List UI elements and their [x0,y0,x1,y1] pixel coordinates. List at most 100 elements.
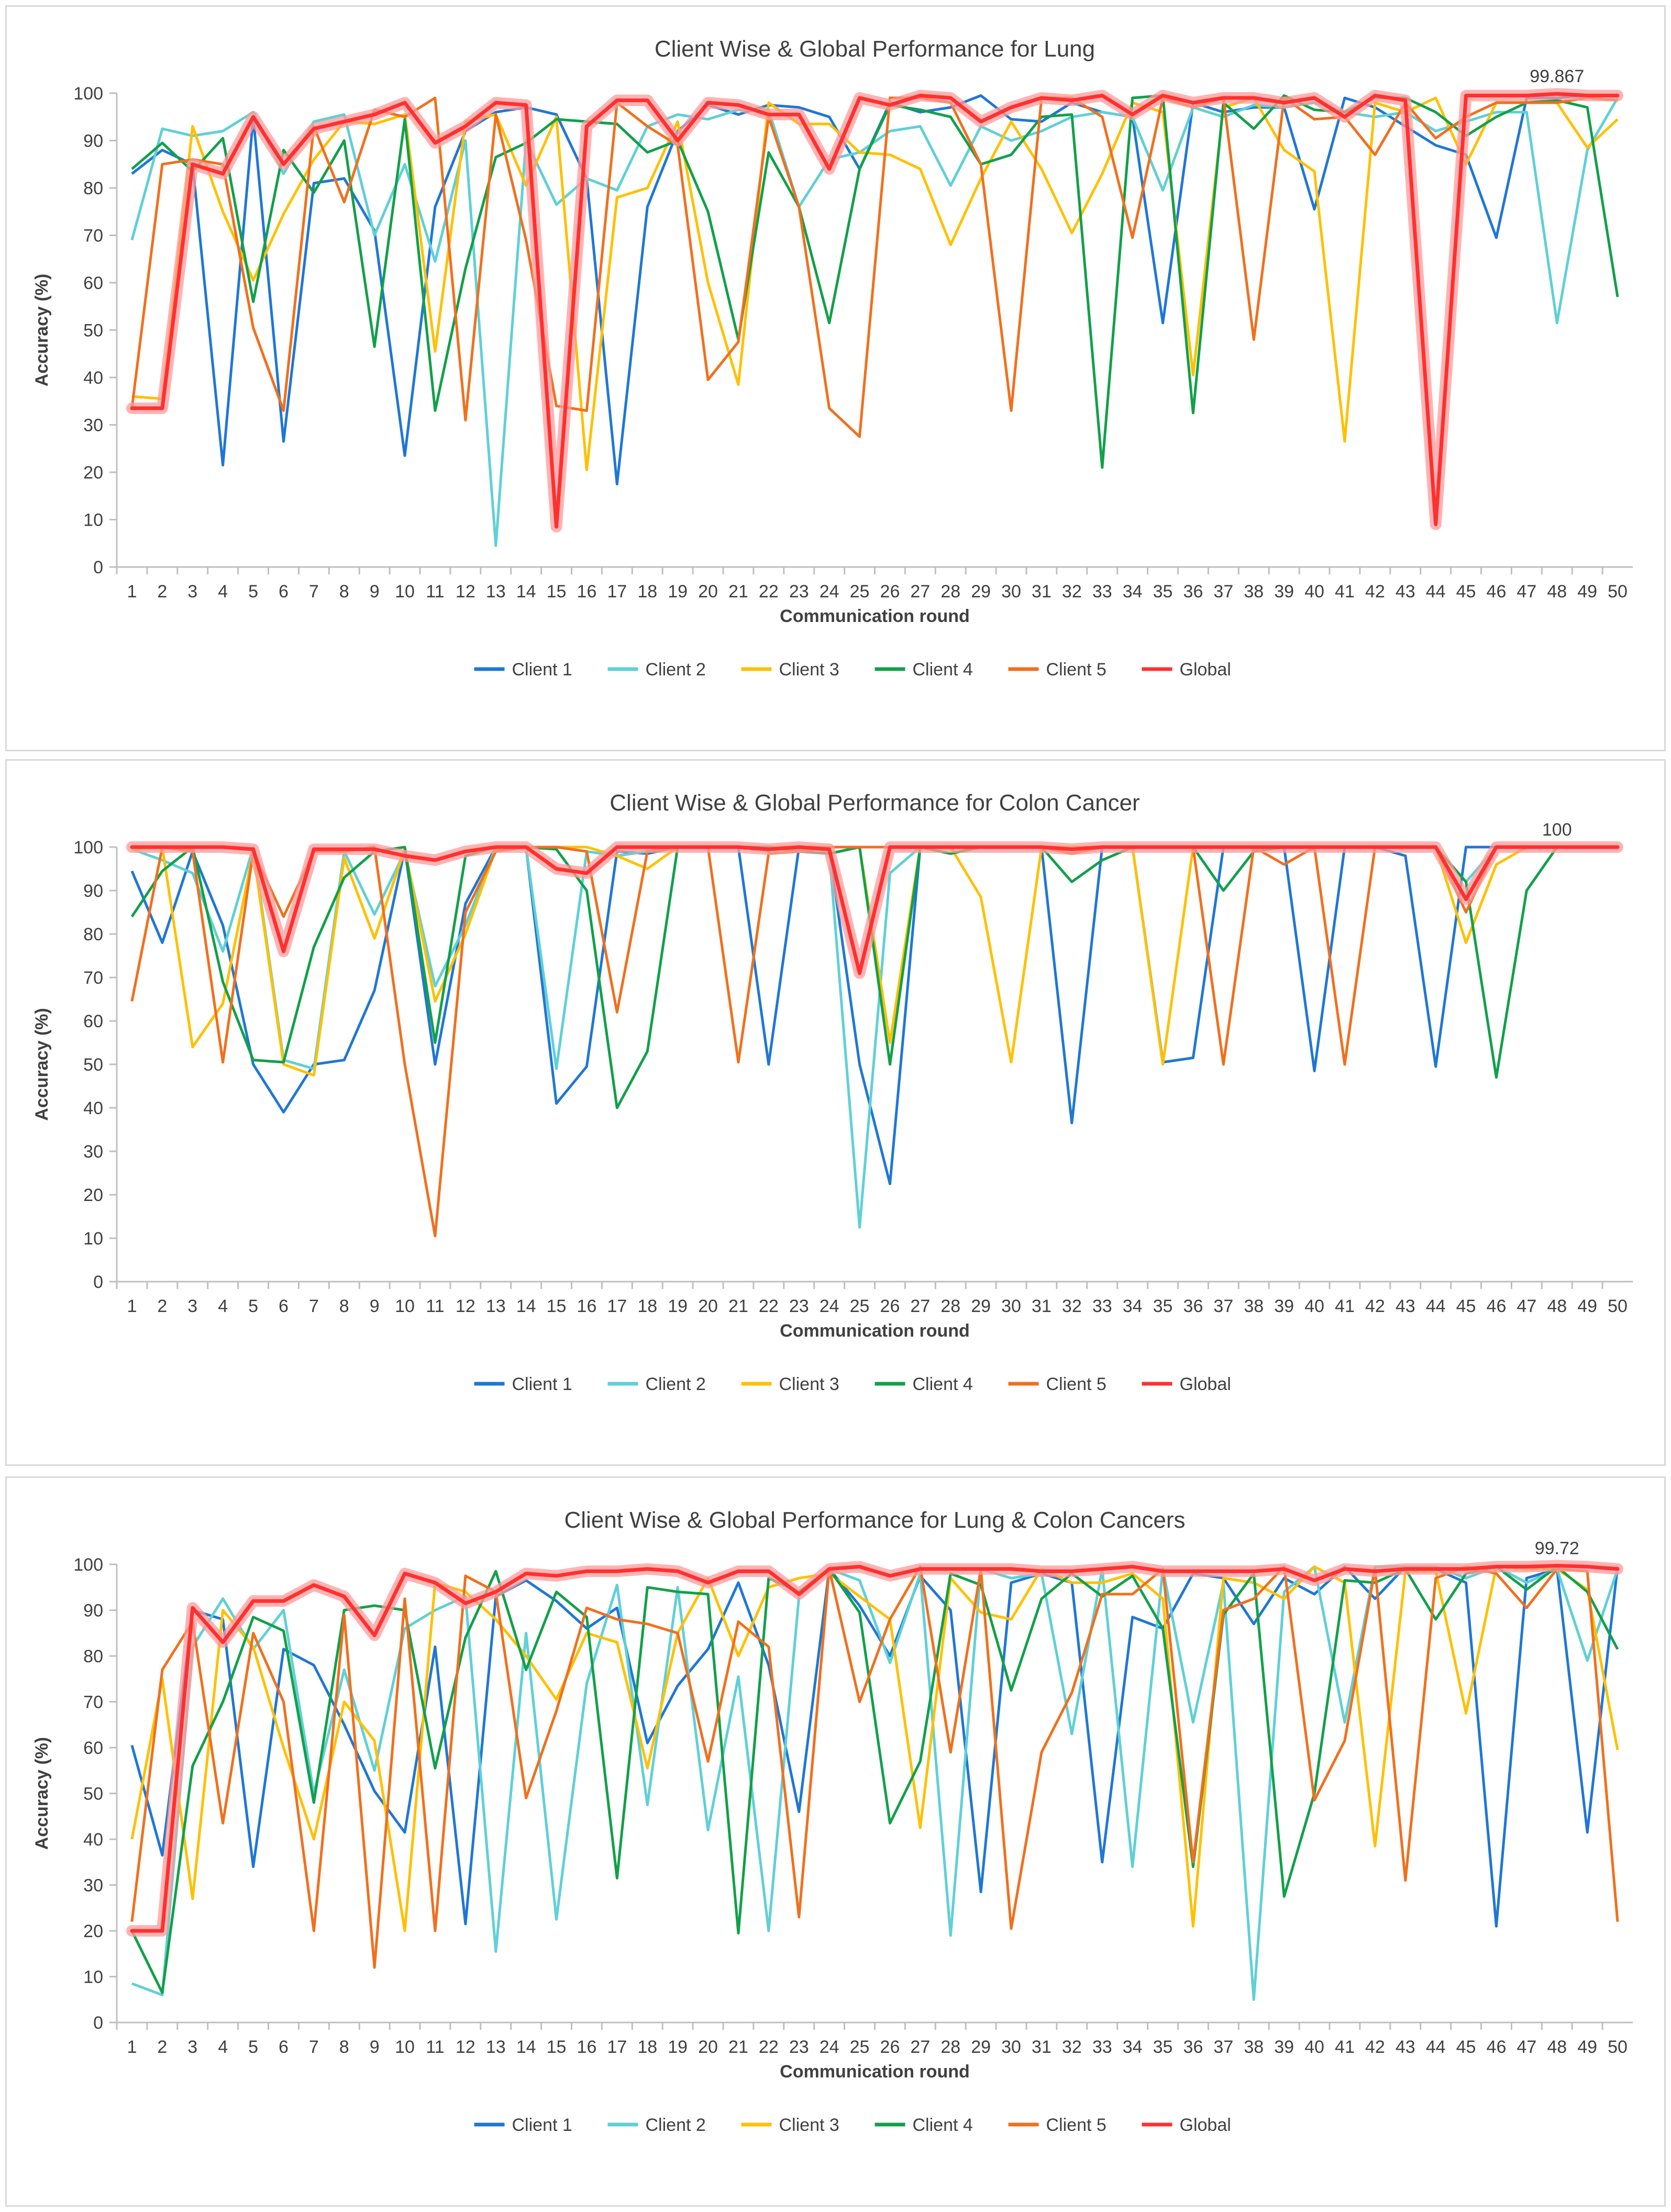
y-tick-label: 40 [83,1830,103,1850]
x-tick-label: 5 [248,582,258,602]
y-axis-label: Accuracy (%) [32,1737,52,1850]
x-tick-label: 36 [1183,1296,1203,1316]
legend-label: Client 4 [913,1374,973,1394]
x-tick-label: 3 [187,582,197,602]
series-line-client-5 [130,96,1618,438]
x-tick-label: 46 [1487,582,1507,602]
legend-label: Client 3 [779,660,839,680]
x-tick-label: 6 [279,2037,289,2057]
legend-label: Client 1 [512,2115,572,2135]
y-tick-label: 50 [83,1055,103,1075]
x-tick-label: 50 [1608,582,1628,602]
x-tick-label: 23 [789,582,809,602]
x-tick-label: 28 [940,2037,960,2057]
y-tick-label: 50 [83,321,103,341]
x-tick-label: 22 [759,582,779,602]
x-tick-label: 11 [426,582,444,602]
x-tick-label: 16 [577,2037,597,2057]
x-tick-label: 42 [1365,2037,1385,2057]
x-tick-label: 45 [1456,582,1476,602]
legend-label: Global [1180,1374,1231,1394]
chart-panel-1: Client Wise & Global Performance for Lun… [5,5,1666,751]
legend-label: Client 3 [779,1374,839,1394]
x-tick-label: 44 [1426,582,1446,602]
series-line-global [130,92,1620,529]
x-axis-label: Communication round [780,606,970,626]
x-tick-label: 30 [1001,1296,1021,1316]
x-tick-label: 49 [1577,582,1597,602]
x-tick-label: 35 [1153,2037,1173,2057]
x-tick-label: 20 [698,1296,718,1316]
x-tick-label: 39 [1274,2037,1294,2057]
y-tick-label: 90 [83,131,103,151]
x-tick-label: 38 [1244,582,1264,602]
chart-panel-2: Client Wise & Global Performance for Col… [5,759,1666,1466]
x-tick-label: 36 [1183,582,1203,602]
legend-label: Client 3 [779,2115,839,2135]
legend-label: Global [1180,2115,1231,2135]
x-tick-label: 15 [547,1296,567,1316]
x-tick-label: 36 [1183,2037,1203,2057]
x-tick-label: 7 [309,2037,319,2057]
y-tick-label: 90 [83,1601,103,1621]
x-tick-label: 22 [759,2037,779,2057]
x-tick-label: 14 [516,1296,536,1316]
x-tick-label: 10 [395,1296,415,1316]
x-tick-label: 41 [1335,2037,1355,2057]
x-tick-label: 18 [637,582,657,602]
series-line-client-3 [130,1565,1619,1932]
x-tick-label: 45 [1456,1296,1476,1316]
x-tick-label: 3 [187,1296,197,1316]
x-tick-label: 25 [850,1296,870,1316]
x-tick-label: 24 [820,2037,839,2057]
x-tick-label: 33 [1092,2037,1112,2057]
chart-svg-3: Client Wise & Global Performance for Lun… [32,1507,1633,2135]
x-tick-label: 20 [698,2037,718,2057]
x-tick-label: 50 [1608,1296,1628,1316]
x-tick-label: 26 [880,1296,900,1316]
x-tick-label: 39 [1274,1296,1294,1316]
y-tick-label: 90 [83,881,103,901]
x-tick-label: 10 [395,2037,415,2057]
x-tick-label: 27 [910,1296,930,1316]
x-tick-label: 44 [1426,2037,1446,2057]
y-tick-label: 60 [83,1738,103,1758]
y-tick-label: 60 [83,1011,103,1031]
x-tick-label: 19 [668,2037,688,2057]
x-tick-label: 48 [1547,582,1567,602]
x-tick-label: 4 [218,582,228,602]
x-tick-label: 45 [1456,2037,1476,2057]
legend-label: Client 5 [1046,2115,1106,2135]
y-tick-label: 30 [83,1876,103,1896]
x-tick-label: 23 [789,1296,809,1316]
x-tick-label: 8 [339,582,349,602]
chart-svg-1: Client Wise & Global Performance for Lun… [32,36,1633,680]
x-tick-label: 29 [971,1296,991,1316]
x-axis-label: Communication round [780,1321,970,1341]
x-tick-label: 18 [637,2037,657,2057]
x-tick-label: 40 [1304,2037,1324,2057]
max-value-annotation: 99.867 [1530,66,1584,86]
x-tick-label: 25 [850,2037,870,2057]
x-tick-label: 24 [820,582,839,602]
y-tick-label: 80 [83,1647,103,1666]
x-tick-label: 17 [607,1296,627,1316]
x-tick-label: 49 [1577,1296,1597,1316]
x-tick-label: 4 [218,2037,228,2057]
x-tick-label: 26 [880,582,900,602]
x-tick-label: 50 [1608,2037,1628,2057]
x-tick-label: 29 [971,2037,991,2057]
legend-label: Client 1 [512,660,572,680]
x-tick-label: 43 [1396,2037,1415,2057]
x-tick-label: 34 [1123,582,1143,602]
x-tick-label: 24 [820,1296,839,1316]
x-tick-label: 5 [248,1296,258,1316]
x-tick-label: 42 [1365,582,1385,602]
x-tick-label: 20 [698,582,718,602]
x-tick-label: 8 [339,2037,349,2057]
x-tick-label: 40 [1304,582,1324,602]
x-tick-label: 21 [728,1296,748,1316]
x-tick-label: 7 [309,1296,319,1316]
y-tick-label: 100 [73,84,103,104]
x-tick-label: 1 [127,2037,137,2057]
